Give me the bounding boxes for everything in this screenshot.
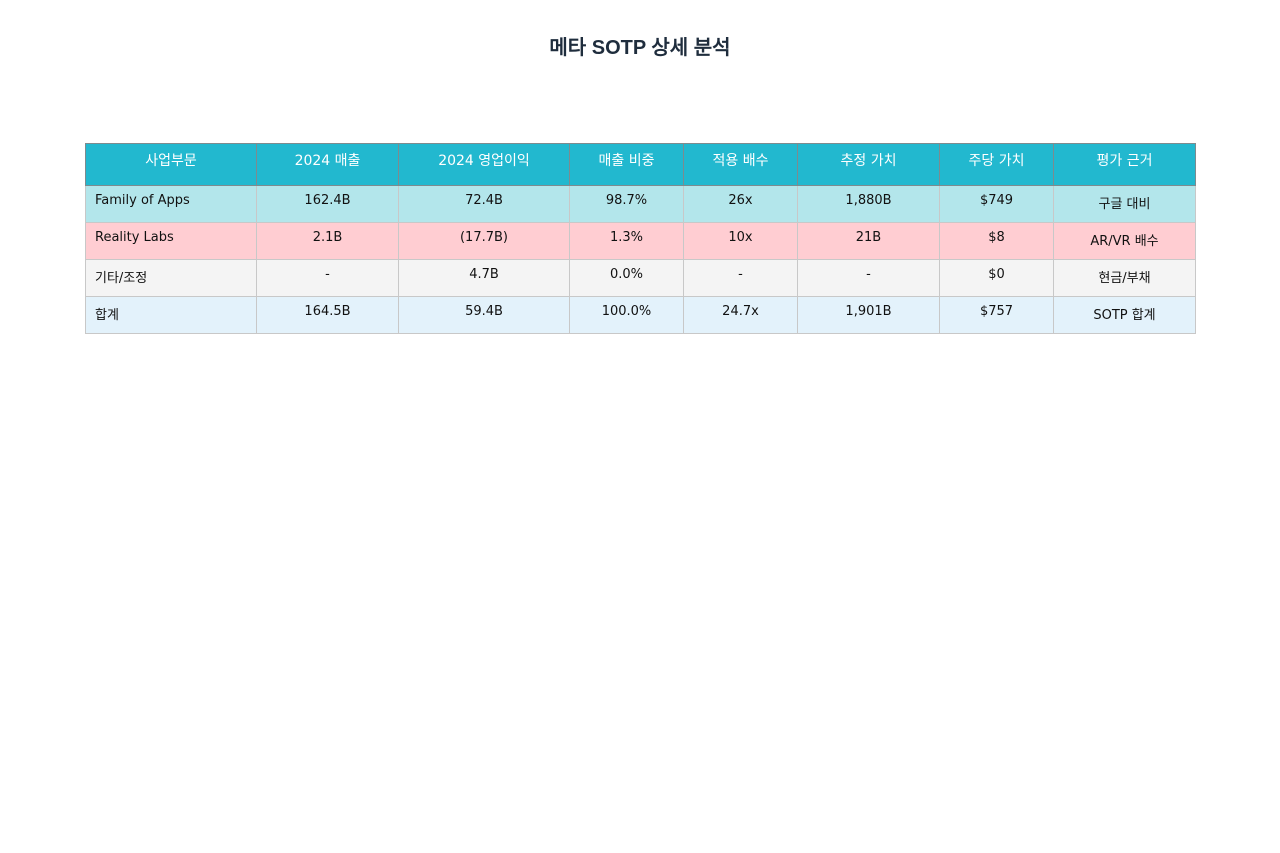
cell-revenue: 2.1B — [256, 222, 399, 260]
cell-revenue: 162.4B — [256, 185, 399, 223]
table-header-row: 사업부문 2024 매출 2024 영업이익 매출 비중 적용 배수 추정 가치… — [85, 143, 1196, 186]
header-cell-revenue: 2024 매출 — [256, 143, 399, 186]
cell-segment: 기타/조정 — [85, 259, 257, 297]
cell-basis: AR/VR 배수 — [1053, 222, 1196, 260]
header-cell-basis: 평가 근거 — [1053, 143, 1196, 186]
cell-op-income: 4.7B — [398, 259, 570, 297]
cell-est-value: - — [797, 259, 940, 297]
table-row-other-adjustments: 기타/조정 - 4.7B 0.0% - - $0 현금/부채 — [85, 259, 1196, 297]
cell-segment: Reality Labs — [85, 222, 257, 260]
cell-est-value: 1,901B — [797, 296, 940, 334]
cell-revenue-share: 100.0% — [569, 296, 684, 334]
cell-revenue-share: 1.3% — [569, 222, 684, 260]
table-row-reality-labs: Reality Labs 2.1B (17.7B) 1.3% 10x 21B $… — [85, 222, 1196, 260]
cell-revenue: 164.5B — [256, 296, 399, 334]
cell-multiple: 24.7x — [683, 296, 798, 334]
cell-multiple: 26x — [683, 185, 798, 223]
cell-revenue-share: 98.7% — [569, 185, 684, 223]
cell-op-income: 59.4B — [398, 296, 570, 334]
cell-op-income: 72.4B — [398, 185, 570, 223]
chart-title: 메타 SOTP 상세 분석 — [549, 37, 731, 59]
sotp-table: 사업부문 2024 매출 2024 영업이익 매출 비중 적용 배수 추정 가치… — [85, 143, 1196, 334]
cell-op-income: (17.7B) — [398, 222, 570, 260]
cell-est-value: 1,880B — [797, 185, 940, 223]
cell-est-value: 21B — [797, 222, 940, 260]
table-row-total: 합계 164.5B 59.4B 100.0% 24.7x 1,901B $757… — [85, 296, 1196, 334]
cell-multiple: 10x — [683, 222, 798, 260]
cell-per-share: $749 — [939, 185, 1054, 223]
cell-revenue: - — [256, 259, 399, 297]
header-cell-revenue-share: 매출 비중 — [569, 143, 684, 186]
cell-basis: 현금/부채 — [1053, 259, 1196, 297]
table-row-family-of-apps: Family of Apps 162.4B 72.4B 98.7% 26x 1,… — [85, 185, 1196, 223]
cell-basis: SOTP 합계 — [1053, 296, 1196, 334]
cell-per-share: $8 — [939, 222, 1054, 260]
cell-basis: 구글 대비 — [1053, 185, 1196, 223]
cell-revenue-share: 0.0% — [569, 259, 684, 297]
header-cell-per-share: 주당 가치 — [939, 143, 1054, 186]
cell-per-share: $0 — [939, 259, 1054, 297]
header-cell-segment: 사업부문 — [85, 143, 257, 186]
cell-per-share: $757 — [939, 296, 1054, 334]
header-cell-multiple: 적용 배수 — [683, 143, 798, 186]
header-cell-op-income: 2024 영업이익 — [398, 143, 570, 186]
header-cell-est-value: 추정 가치 — [797, 143, 940, 186]
cell-segment: Family of Apps — [85, 185, 257, 223]
cell-segment: 합계 — [85, 296, 257, 334]
cell-multiple: - — [683, 259, 798, 297]
